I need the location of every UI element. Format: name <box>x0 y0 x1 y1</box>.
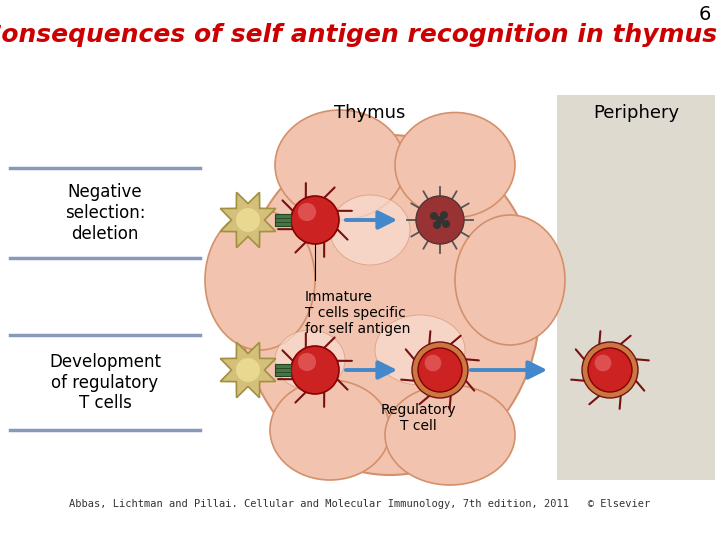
Circle shape <box>418 348 462 392</box>
Ellipse shape <box>270 380 390 480</box>
Ellipse shape <box>375 315 465 385</box>
FancyBboxPatch shape <box>275 364 291 376</box>
Circle shape <box>291 196 339 244</box>
Circle shape <box>433 221 441 229</box>
Polygon shape <box>220 192 276 248</box>
Circle shape <box>436 216 444 224</box>
Text: Regulatory
T cell: Regulatory T cell <box>380 403 456 433</box>
Circle shape <box>582 342 638 398</box>
Ellipse shape <box>240 135 540 475</box>
Text: Development
of regulatory
T cells: Development of regulatory T cells <box>49 353 161 413</box>
Circle shape <box>236 358 260 382</box>
Circle shape <box>440 211 448 219</box>
Ellipse shape <box>330 195 410 265</box>
Circle shape <box>425 355 441 372</box>
Text: Thymus: Thymus <box>334 104 405 122</box>
Text: Immature
T cells specific
for self antigen: Immature T cells specific for self antig… <box>305 290 410 336</box>
Text: Negative
selection:
deletion: Negative selection: deletion <box>65 183 145 243</box>
Circle shape <box>430 212 438 220</box>
Circle shape <box>595 355 611 372</box>
Circle shape <box>412 342 468 398</box>
Ellipse shape <box>275 330 345 390</box>
Polygon shape <box>220 342 276 398</box>
Circle shape <box>416 196 464 244</box>
FancyBboxPatch shape <box>275 214 291 226</box>
Text: Abbas, Lichtman and Pillai. Cellular and Molecular Immunology, 7th edition, 2011: Abbas, Lichtman and Pillai. Cellular and… <box>69 499 651 509</box>
Ellipse shape <box>395 112 515 218</box>
FancyBboxPatch shape <box>557 95 715 480</box>
Ellipse shape <box>205 210 315 350</box>
Ellipse shape <box>455 215 565 345</box>
Circle shape <box>236 208 260 232</box>
Circle shape <box>291 346 339 394</box>
Circle shape <box>588 348 632 392</box>
Ellipse shape <box>275 110 405 220</box>
Ellipse shape <box>385 385 515 485</box>
Circle shape <box>442 220 450 228</box>
Circle shape <box>298 203 316 221</box>
Text: 6: 6 <box>699 5 711 24</box>
Text: Periphery: Periphery <box>593 104 679 122</box>
Circle shape <box>298 353 316 371</box>
Text: Consequences of self antigen recognition in thymus: Consequences of self antigen recognition… <box>0 23 717 47</box>
